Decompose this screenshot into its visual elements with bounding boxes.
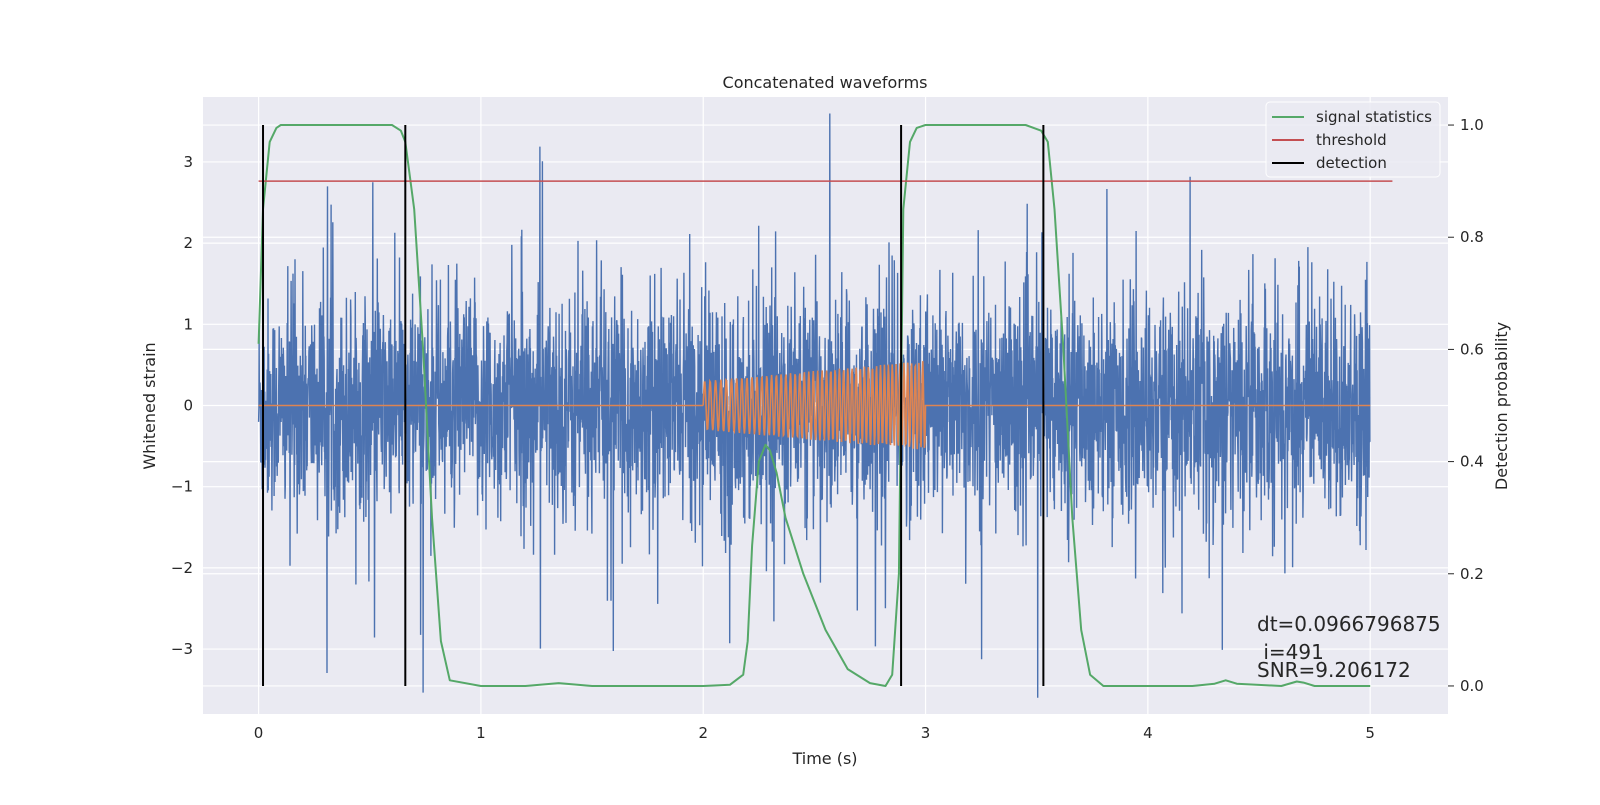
y-right-tick-label: 0.4: [1460, 453, 1484, 471]
y-left-tick-label: 3: [183, 153, 193, 171]
x-tick-label: 5: [1365, 724, 1375, 742]
y-left-tick-label: −2: [171, 559, 193, 577]
y-right-tick-label: 0.6: [1460, 340, 1484, 358]
left-y-tick-labels: −3 −2 −1 0 1 2 3: [171, 153, 193, 658]
right-y-tick-labels: 0.0 0.2 0.4 0.6 0.8 1.0: [1448, 116, 1484, 695]
legend-label-threshold: threshold: [1316, 131, 1387, 149]
signal-statistics-line: [257, 124, 1371, 687]
x-tick-label: 0: [254, 724, 264, 742]
y-left-tick-label: −3: [171, 640, 193, 658]
y-left-tick-label: 1: [183, 315, 193, 333]
annotation-snr: SNR=9.206172: [1257, 658, 1411, 682]
injection-series: [258, 361, 1371, 450]
y-right-tick-label: 0.0: [1460, 677, 1484, 695]
x-tick-label: 1: [476, 724, 486, 742]
y-left-tick-label: −1: [171, 478, 193, 496]
legend-label-detection: detection: [1316, 154, 1387, 172]
x-tick-label: 3: [921, 724, 931, 742]
detection-series: [262, 125, 1045, 686]
injection-line: [258, 361, 1371, 450]
y-axis-title-left: Whitened strain: [140, 342, 159, 469]
legend-label-signal-statistics: signal statistics: [1316, 108, 1432, 126]
legend-box: [1265, 101, 1441, 178]
y-right-tick-label: 1.0: [1460, 116, 1484, 134]
y-axis-title-right: Detection probability: [1492, 322, 1511, 490]
noise-series: [257, 113, 1371, 698]
y-right-tick-label: 0.2: [1460, 565, 1484, 583]
annotation-i: i=491: [1257, 640, 1324, 664]
legend: signal statistics threshold detection: [1265, 101, 1441, 178]
y-left-tick-label: 0: [183, 397, 193, 415]
x-tick-label: 4: [1143, 724, 1153, 742]
noise-line: [257, 113, 1371, 698]
y-right-tick-label: 0.8: [1460, 228, 1484, 246]
signal-statistics-series: [257, 124, 1371, 687]
chart-title: Concatenated waveforms: [723, 73, 928, 92]
y-left-tick-label: 2: [183, 234, 193, 252]
x-tick-label: 2: [698, 724, 708, 742]
x-tick-labels: 0 1 2 3 4 5: [254, 724, 1375, 742]
annotation-dt: dt=0.0966796875: [1257, 612, 1441, 636]
x-axis-title: Time (s): [791, 749, 857, 768]
